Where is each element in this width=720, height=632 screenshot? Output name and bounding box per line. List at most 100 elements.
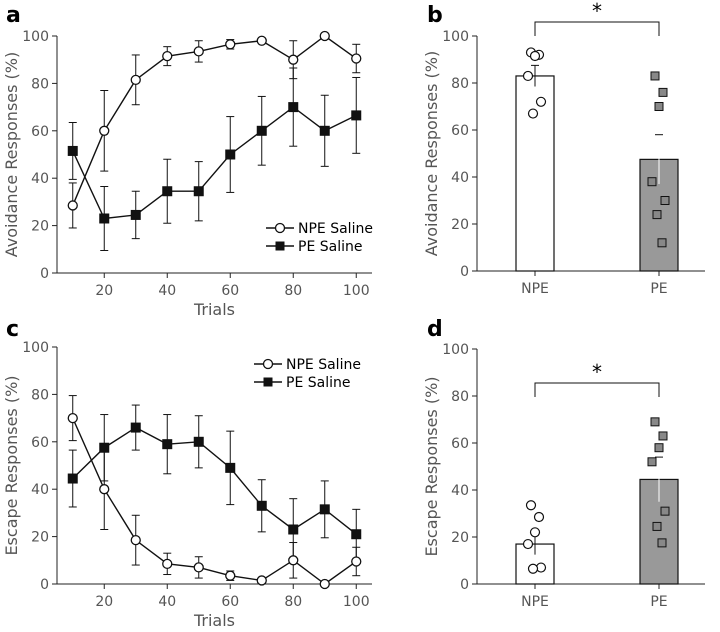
individual-point-pe [657, 538, 667, 548]
individual-point-npe [522, 538, 534, 550]
series-line-npe [72, 417, 357, 585]
data-point-pe [225, 462, 236, 473]
x-tick-label: 40 [158, 594, 176, 610]
individual-point-pe [647, 457, 657, 467]
y-tick-label: 60 [451, 436, 469, 452]
data-point-npe [99, 125, 110, 136]
data-point-npe [225, 570, 236, 581]
individual-point-pe [657, 238, 667, 248]
data-point-pe [256, 125, 267, 136]
legend-marker-npe [274, 222, 286, 234]
panel-label: d [427, 317, 443, 342]
individual-point-pe [658, 431, 668, 441]
y-tick-label: 40 [451, 483, 469, 499]
individual-point-npe [529, 50, 541, 62]
data-point-npe [162, 558, 173, 570]
x-tick-label: 20 [95, 594, 113, 610]
data-point-npe [193, 562, 204, 573]
data-point-npe [319, 30, 330, 42]
data-point-pe [256, 500, 267, 511]
x-tick-label: NPE [521, 281, 549, 297]
x-tick-label: 80 [284, 594, 302, 610]
data-point-pe [67, 473, 78, 484]
data-point-npe [288, 54, 299, 65]
data-point-pe [288, 524, 299, 535]
individual-point-npe [535, 96, 547, 107]
individual-point-pe [652, 521, 662, 531]
individual-point-pe [650, 417, 660, 427]
data-point-pe [351, 110, 362, 121]
panel-label: a [6, 3, 21, 28]
legend-label: PE Saline [286, 375, 350, 391]
x-tick-label: NPE [521, 594, 549, 610]
y-tick-label: 100 [442, 342, 469, 358]
y-tick-label: 20 [451, 530, 469, 546]
data-point-pe [193, 436, 204, 447]
data-point-npe [162, 50, 173, 62]
individual-point-npe [527, 563, 539, 574]
y-tick-label: 0 [40, 266, 49, 282]
y-tick-label: 100 [22, 340, 49, 356]
panel-label: b [427, 3, 443, 28]
individual-point-pe [650, 71, 660, 81]
y-tick-label: 80 [451, 389, 469, 405]
data-point-npe [67, 412, 78, 424]
data-point-pe [130, 422, 141, 433]
y-tick-label: 20 [451, 217, 469, 233]
significance-bracket [534, 382, 660, 397]
x-tick-label: 100 [343, 594, 370, 610]
y-tick-label: 0 [460, 577, 469, 593]
data-point-npe [319, 578, 330, 590]
data-point-npe [225, 39, 236, 50]
individual-point-pe [654, 102, 664, 111]
series-line-npe [72, 35, 357, 206]
x-tick-label: 20 [95, 283, 113, 299]
series-line-pe [72, 106, 357, 220]
bar-pe [639, 478, 679, 585]
y-tick-label: 80 [31, 76, 49, 92]
data-point-pe [162, 186, 173, 197]
data-point-pe [225, 149, 236, 160]
y-tick-label: 60 [451, 123, 469, 139]
individual-point-pe [652, 210, 662, 220]
y-tick-label: 80 [31, 387, 49, 403]
data-point-pe [99, 213, 110, 224]
individual-point-pe [660, 196, 670, 205]
data-point-pe [162, 439, 173, 450]
series-line-pe [72, 426, 357, 535]
y-tick-label: 40 [31, 171, 49, 187]
y-tick-label: 80 [451, 76, 469, 92]
x-axis-label: Trials [193, 300, 235, 319]
x-tick-label: 100 [343, 283, 370, 299]
individual-point-npe [527, 108, 539, 119]
data-point-npe [130, 535, 141, 546]
individual-point-pe [647, 177, 657, 187]
y-tick-label: 0 [40, 577, 49, 593]
y-tick-label: 100 [22, 29, 49, 45]
y-tick-label: 40 [31, 482, 49, 498]
individual-point-pe [658, 87, 668, 97]
x-tick-label: 60 [221, 594, 239, 610]
y-tick-label: 60 [31, 124, 49, 140]
individual-point-pe [654, 443, 664, 453]
data-point-pe [130, 209, 141, 220]
x-axis-label: Trials [193, 611, 235, 630]
y-tick-label: 0 [460, 264, 469, 280]
panel-label: c [6, 317, 19, 342]
individual-point-npe [529, 527, 541, 538]
data-point-npe [67, 200, 78, 211]
data-point-pe [288, 102, 299, 113]
significance-marker: * [592, 0, 602, 23]
y-tick-label: 100 [442, 29, 469, 45]
legend-marker-npe [262, 358, 274, 370]
data-point-pe [351, 529, 362, 540]
y-axis-label: Escape Responses (%) [2, 375, 21, 555]
significance-marker: * [592, 360, 602, 384]
data-point-npe [256, 35, 267, 46]
y-tick-label: 40 [451, 170, 469, 186]
legend-label: NPE Saline [286, 357, 361, 373]
data-point-npe [193, 46, 204, 57]
